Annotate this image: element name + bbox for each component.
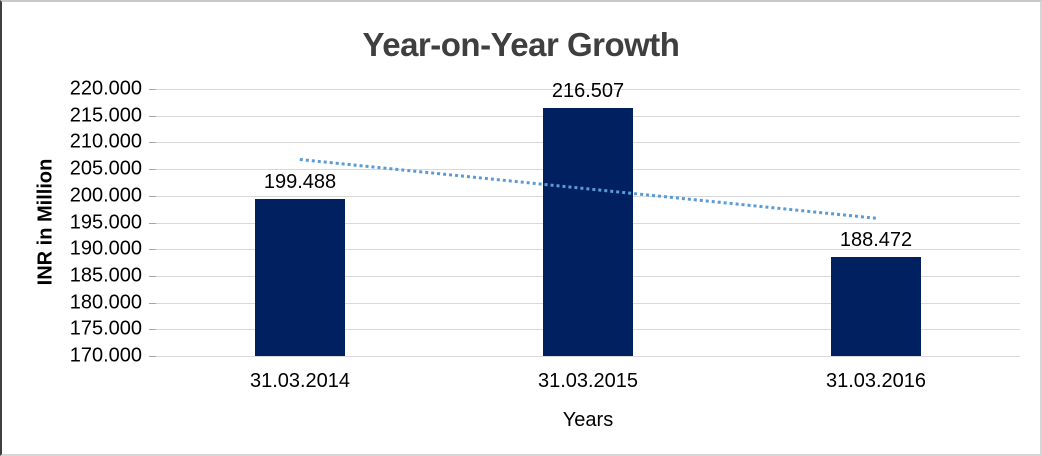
y-tick-label: 210.000: [69, 130, 142, 153]
y-tick-mark: [149, 169, 156, 171]
y-tick-label: 220.000: [69, 77, 142, 100]
x-category-label: 31.03.2016: [825, 370, 927, 392]
bar-value-label: 216.507: [551, 79, 625, 102]
y-tick-mark: [149, 356, 156, 357]
y-tick-label: 195.000: [69, 211, 142, 233]
y-tick-mark: [149, 89, 156, 90]
y-tick-label: 180.000: [69, 291, 142, 314]
bar-value-label: 199.488: [263, 170, 337, 193]
y-tick-mark: [149, 115, 156, 117]
y-tick-label: 170.000: [69, 344, 142, 367]
y-tick-mark: [149, 275, 156, 277]
y-tick-label: 190.000: [69, 237, 142, 260]
y-tick-label: 175.000: [69, 317, 142, 340]
chart-title: Year-on-Year Growth: [362, 26, 680, 63]
x-category-label: 31.03.2014: [249, 370, 351, 392]
y-tick-mark: [149, 195, 156, 197]
bar: [543, 107, 633, 356]
bar-value-label: 188.472: [839, 229, 913, 252]
y-tick-mark: [149, 142, 156, 144]
x-axis-title: Years: [562, 409, 614, 431]
y-tick-mark: [149, 302, 156, 304]
x-category-label: 31.03.2015: [537, 370, 639, 392]
y-tick-label: 205.000: [69, 157, 142, 180]
bar: [255, 198, 345, 356]
bar: [831, 257, 921, 356]
gridline: [156, 356, 1020, 357]
gridline: [156, 89, 1020, 90]
y-tick-label: 200.000: [69, 184, 142, 207]
y-tick-mark: [149, 329, 156, 331]
y-tick-label: 215.000: [69, 104, 142, 127]
y-tick-mark: [149, 222, 156, 224]
y-tick-label: 185.000: [69, 264, 142, 287]
y-tick-mark: [149, 249, 156, 251]
